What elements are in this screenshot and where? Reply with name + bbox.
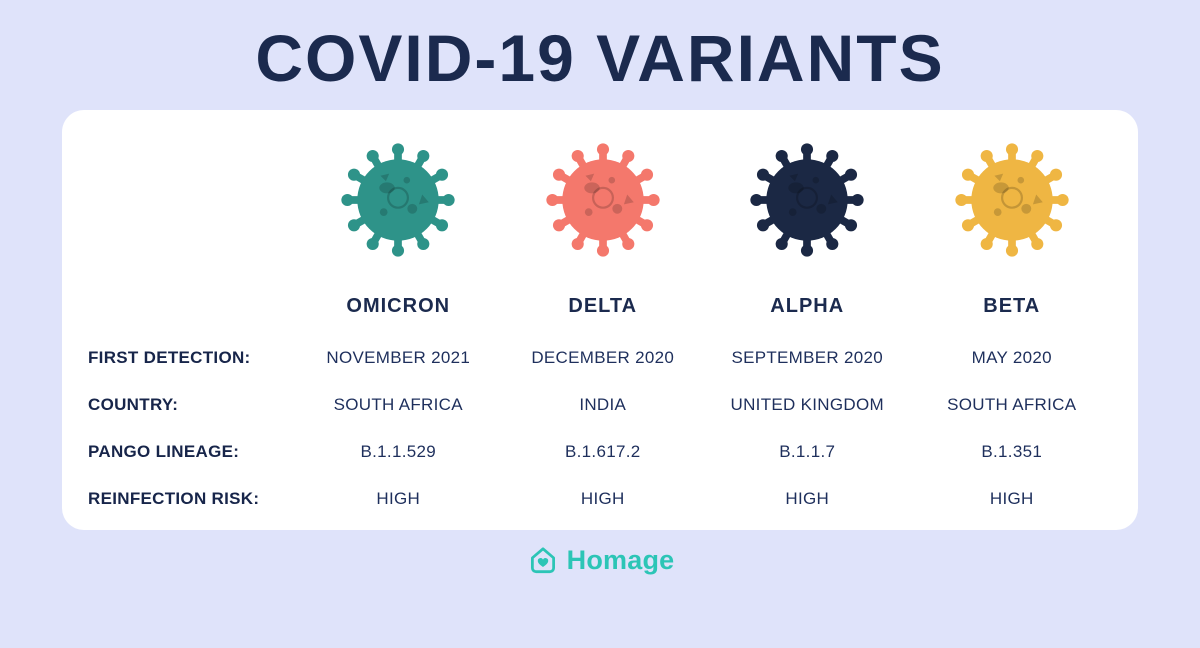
row-label-country: COUNTRY: [88,394,179,414]
brand-footer: Homage [0,543,1200,577]
country-alpha: UNITED KINGDOM [730,394,884,414]
risk-alpha: HIGH [785,488,830,508]
variant-name-beta: BETA [983,294,1041,317]
detection-omicron: NOVEMBER 2021 [326,347,471,367]
page-title: COVID-19 VARIANTS [255,21,945,95]
row-label-pango-lineage: PANGO LINEAGE: [88,441,240,461]
variant-name-delta: DELTA [568,294,638,317]
spacer-cell [86,301,296,311]
lineage-omicron: B.1.1.529 [360,441,436,461]
country-omicron: SOUTH AFRICA [333,394,463,414]
infographic: COVID-19 VARIANTS OMICRON DELTA ALPHA BE… [0,20,1200,648]
virus-cell-beta [910,134,1115,266]
detection-delta: DECEMBER 2020 [531,347,675,367]
variant-name-omicron: OMICRON [346,294,451,317]
virus-icon [946,134,1078,266]
risk-beta: HIGH [989,488,1034,508]
virus-cell-delta [501,134,706,266]
detection-alpha: SEPTEMBER 2020 [731,347,884,367]
variants-table: OMICRON DELTA ALPHA BETA FIRST DETECTION… [86,122,1114,522]
virus-cell-alpha [705,134,910,266]
virus-icon [537,134,669,266]
virus-icon [741,134,873,266]
risk-omicron: HIGH [376,488,421,508]
risk-delta: HIGH [580,488,625,508]
row-label-reinfection-risk: REINFECTION RISK: [88,488,260,508]
lineage-alpha: B.1.1.7 [779,441,836,461]
lineage-beta: B.1.351 [981,441,1043,461]
virus-icon [332,134,464,266]
lineage-delta: B.1.617.2 [565,441,641,461]
detection-beta: MAY 2020 [971,347,1052,367]
brand-name: Homage [566,544,675,575]
country-delta: INDIA [579,394,627,414]
variant-name-alpha: ALPHA [770,294,845,317]
virus-cell-omicron [296,134,501,266]
spacer-cell [86,195,296,205]
country-beta: SOUTH AFRICA [947,394,1077,414]
variants-card: OMICRON DELTA ALPHA BETA FIRST DETECTION… [62,110,1138,530]
homage-house-heart-icon [530,547,555,574]
row-label-first-detection: FIRST DETECTION: [88,347,251,367]
